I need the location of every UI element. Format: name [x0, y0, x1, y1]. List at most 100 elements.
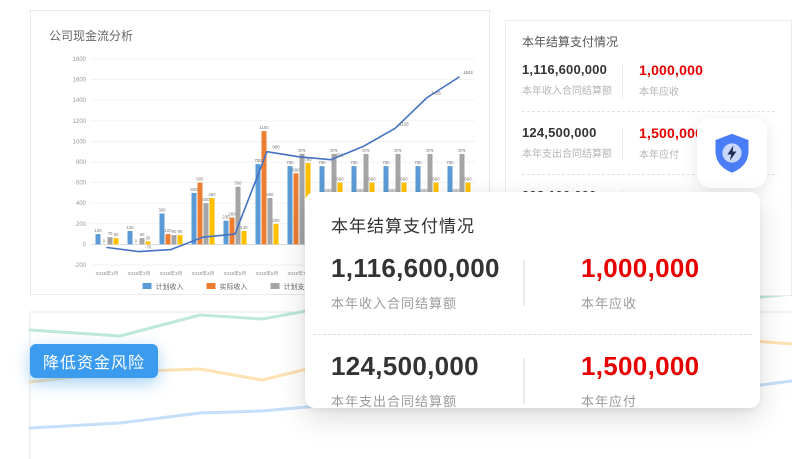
- svg-text:879: 879: [394, 148, 402, 153]
- svg-text:900: 900: [272, 145, 280, 150]
- svg-text:-70: -70: [145, 245, 152, 250]
- svg-text:100: 100: [164, 228, 172, 233]
- svg-text:70: 70: [108, 231, 113, 236]
- svg-text:0: 0: [135, 238, 138, 243]
- security-badge-card: [697, 118, 767, 188]
- svg-text:2019年6月: 2019年6月: [256, 270, 279, 277]
- column-divider: [523, 259, 525, 306]
- settlement-cell: 1,000,000 本年应收: [639, 62, 703, 98]
- svg-text:790: 790: [304, 157, 312, 162]
- svg-text:1425: 1425: [431, 91, 441, 96]
- dashed-divider: [313, 334, 752, 335]
- popup-title: 本年结算支付情况: [331, 217, 475, 236]
- svg-text:879: 879: [362, 148, 370, 153]
- svg-text:2019年2月: 2019年2月: [128, 270, 151, 277]
- svg-text:200: 200: [272, 218, 280, 223]
- popup-income-settlement-value: 1,116,600,000: [331, 253, 500, 283]
- svg-text:879: 879: [330, 148, 338, 153]
- svg-text:计划收入: 计划收入: [156, 282, 184, 291]
- svg-text:60: 60: [114, 232, 119, 237]
- svg-text:600: 600: [368, 177, 376, 182]
- svg-text:760: 760: [446, 160, 454, 165]
- income-settlement-label: 本年收入合同结算额: [522, 86, 612, 97]
- svg-text:0: 0: [103, 238, 106, 243]
- column-divider: [523, 357, 525, 404]
- svg-text:2019年7月: 2019年7月: [288, 270, 311, 277]
- settlement-cell: 1,116,600,000 本年收入合同结算额: [522, 62, 622, 97]
- svg-text:560: 560: [234, 181, 242, 186]
- svg-text:1800: 1800: [73, 57, 87, 63]
- svg-text:760: 760: [318, 160, 326, 165]
- svg-text:600: 600: [76, 181, 87, 187]
- svg-text:30: 30: [146, 235, 151, 240]
- svg-text:879: 879: [298, 148, 306, 153]
- popup-row-expense: 124,500,000 本年支出合同结算额 1,500,000 本年应付: [331, 351, 734, 410]
- settlement-popup-card: 本年结算支付情况 1,116,600,000 本年收入合同结算额 1,000,0…: [305, 192, 760, 410]
- popup-payable-label: 本年应付: [581, 394, 638, 409]
- shield-bolt-icon: [715, 133, 749, 173]
- svg-text:260: 260: [228, 212, 236, 217]
- svg-text:780: 780: [254, 158, 262, 163]
- svg-text:1000: 1000: [73, 139, 87, 145]
- popup-payable-value: 1,500,000: [581, 351, 700, 381]
- settlement-cell: 1,500,000 本年应付: [639, 125, 703, 161]
- column-divider: [622, 64, 623, 98]
- svg-text:600: 600: [336, 177, 344, 182]
- svg-text:1624: 1624: [463, 70, 473, 75]
- svg-text:490: 490: [324, 188, 332, 193]
- svg-text:90: 90: [172, 229, 177, 234]
- svg-text:计划支出: 计划支出: [284, 282, 312, 291]
- svg-text:2019年1月: 2019年1月: [96, 270, 119, 277]
- svg-text:300: 300: [158, 208, 166, 213]
- income-settlement-value: 1,116,600,000: [522, 62, 608, 77]
- expense-settlement-value: 124,500,000: [522, 125, 597, 140]
- popup-receivable-label: 本年应收: [581, 296, 638, 311]
- svg-text:230: 230: [222, 215, 230, 220]
- svg-text:490: 490: [420, 188, 428, 193]
- risk-reduction-tag: 降低资金风险: [30, 344, 159, 378]
- svg-text:450: 450: [208, 192, 216, 197]
- svg-text:490: 490: [452, 188, 460, 193]
- svg-text:500: 500: [190, 187, 198, 192]
- cashflow-card-title: 公司现金流分析: [49, 29, 134, 43]
- svg-text:600: 600: [196, 177, 204, 182]
- svg-text:1200: 1200: [73, 119, 87, 125]
- svg-text:90: 90: [178, 229, 183, 234]
- svg-text:-200: -200: [74, 263, 87, 269]
- popup-expense-settlement-value: 124,500,000: [331, 351, 479, 381]
- settlement-row-expense: 124,500,000 本年支出合同结算额 1,500,000 本年应付: [522, 125, 775, 161]
- svg-text:760: 760: [286, 160, 294, 165]
- popup-expense-settlement-label: 本年支出合同结算额: [331, 394, 458, 409]
- svg-text:490: 490: [356, 188, 364, 193]
- svg-text:2019年3月: 2019年3月: [160, 270, 183, 277]
- dashed-divider: [522, 111, 775, 112]
- svg-text:879: 879: [458, 148, 466, 153]
- popup-cell: 1,000,000 本年应收: [581, 253, 699, 312]
- svg-text:60: 60: [140, 232, 145, 237]
- svg-text:1400: 1400: [73, 98, 87, 104]
- svg-text:800: 800: [76, 160, 87, 166]
- svg-text:690: 690: [292, 167, 300, 172]
- svg-text:2019年5月: 2019年5月: [224, 270, 247, 277]
- settlement-row-income: 1,116,600,000 本年收入合同结算额 1,000,000 本年应收: [522, 62, 775, 98]
- svg-text:760: 760: [382, 160, 390, 165]
- svg-text:1600: 1600: [73, 78, 87, 84]
- column-divider: [622, 127, 623, 161]
- svg-text:450: 450: [266, 192, 274, 197]
- svg-text:400: 400: [76, 201, 87, 207]
- settlement-panel-title: 本年结算支付情况: [522, 35, 619, 49]
- svg-text:200: 200: [76, 222, 87, 228]
- popup-cell: 1,500,000 本年应付: [581, 351, 699, 410]
- popup-row-income: 1,116,600,000 本年收入合同结算额 1,000,000 本年应收: [331, 253, 734, 312]
- svg-text:879: 879: [426, 148, 434, 153]
- svg-text:1126: 1126: [399, 121, 409, 126]
- popup-cell: 124,500,000 本年支出合同结算额: [331, 351, 523, 410]
- receivable-label: 本年应收: [639, 87, 679, 98]
- popup-receivable-value: 1,000,000: [581, 253, 700, 283]
- svg-text:760: 760: [350, 160, 358, 165]
- svg-text:400: 400: [202, 197, 210, 202]
- popup-income-settlement-label: 本年收入合同结算额: [331, 296, 458, 311]
- receivable-value: 1,000,000: [639, 62, 704, 78]
- popup-cell: 1,116,600,000 本年收入合同结算额: [331, 253, 523, 312]
